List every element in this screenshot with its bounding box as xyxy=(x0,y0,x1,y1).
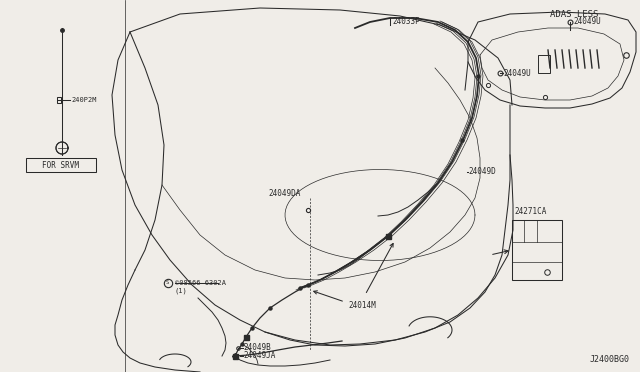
Text: (1): (1) xyxy=(175,288,188,294)
Bar xyxy=(26,158,96,172)
Text: 24033P: 24033P xyxy=(392,17,420,26)
Bar xyxy=(512,220,562,280)
Text: FOR SRVM: FOR SRVM xyxy=(42,160,79,170)
Text: 24049B: 24049B xyxy=(243,343,271,353)
Bar xyxy=(385,234,390,238)
Text: 24049U: 24049U xyxy=(503,68,531,77)
Text: 24049D: 24049D xyxy=(468,167,496,176)
Text: 24049DA: 24049DA xyxy=(268,189,300,198)
Text: 24049JA: 24049JA xyxy=(243,352,275,360)
Text: S: S xyxy=(165,280,168,285)
Text: 240P2M: 240P2M xyxy=(71,97,97,103)
Text: ADAS LESS: ADAS LESS xyxy=(550,10,598,19)
Text: 24049U: 24049U xyxy=(573,17,601,26)
Bar xyxy=(538,55,550,73)
Text: 24271CA: 24271CA xyxy=(514,208,547,217)
Text: ©08566-6302A: ©08566-6302A xyxy=(175,280,226,286)
Text: J2400BG0: J2400BG0 xyxy=(590,355,630,364)
Text: 24014M: 24014M xyxy=(348,301,376,310)
Bar xyxy=(232,353,237,359)
Bar xyxy=(243,334,248,340)
